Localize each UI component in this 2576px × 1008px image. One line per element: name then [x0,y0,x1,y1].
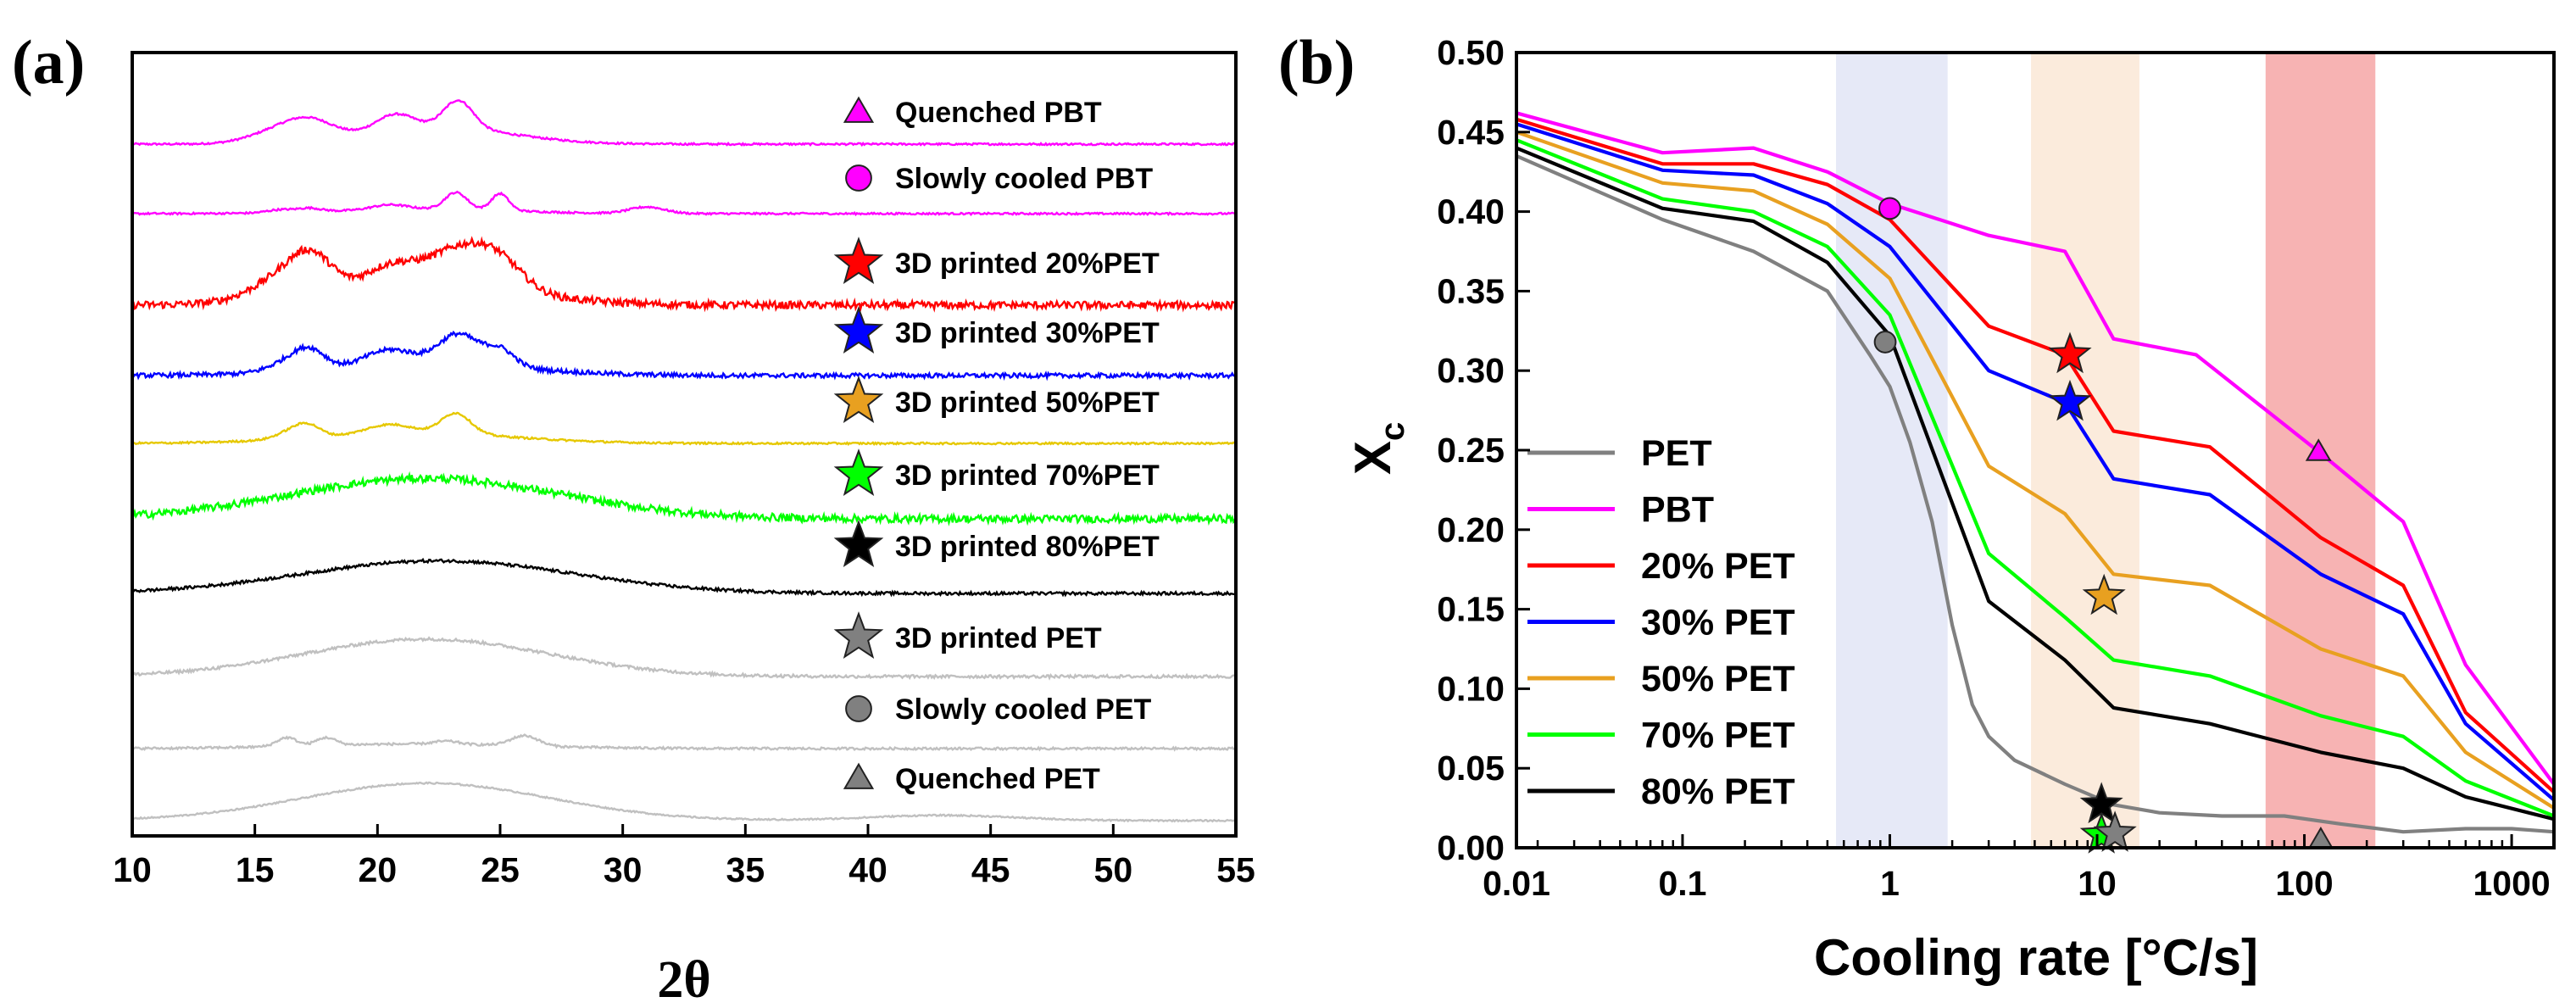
legend-b-label-pbt: PBT [1641,490,1714,531]
panel-b-x-tick-label: 0.1 [1658,864,1706,903]
legend-b-label-70-pet: 70% PET [1641,716,1795,756]
legend-a-marker-3d-printed-20-pet [833,237,884,285]
panel-a-x-axis-title: 2θ [657,951,710,1008]
panel-b-x-tick-label: 1 [1880,864,1900,903]
legend-a-label-3d-printed-30-pet: 3D printed 30%PET [895,317,1160,349]
panel-b-x-tick-label: 0.01 [1483,864,1550,903]
panel-a-x-tick-label: 25 [481,850,520,889]
legend-b-label-80-pet: 80% PET [1641,771,1795,812]
legend-a-label-3d-printed-70-pet: 3D printed 70%PET [895,459,1160,492]
panel-b-x-axis-title: Cooling rate [°C/s] [1814,929,2258,986]
panel-b-y-tick-label: 0.10 [1437,669,1505,708]
panel-a-x-tick-label: 30 [604,850,643,889]
legend-a-label-3d-printed-pet: 3D printed PET [895,622,1102,654]
panel-a: (a) Quenched PBT Slowly cooled PBT 3D prin… [12,28,1255,1008]
panel-a-x-tick-label: 45 [971,850,1010,889]
panel-b-y-axis-title-sub: c [1374,422,1411,441]
panel-b: (b) PET PBT 20% PET 30% PET 50% PET 70% PET 80… [1278,28,2556,986]
legend-b-label-30-pet: 30% PET [1641,603,1795,643]
point-marker-pbt-triangle [2305,438,2332,461]
panel-b-x-tick-label: 1000 [2473,864,2550,903]
legend-a-label-slowly-cooled-pbt: Slowly cooled PBT [895,163,1153,195]
panel-b-y-tick-label: 0.30 [1437,351,1505,390]
legend-b-label-50-pet: 50% PET [1641,659,1795,699]
legend-a-marker-3d-printed-pet [833,611,884,660]
trace-quenched-pbt [131,99,1237,148]
trace-slowly-cooled-pet [131,733,1237,752]
legend-a-label-3d-printed-50-pet: 3D printed 50%PET [895,387,1160,419]
trace-3d-printed-20-pet [131,236,1237,313]
legend-a-label-quenched-pet: Quenched PET [895,763,1100,795]
panel-b-y-tick-label: 0.45 [1437,113,1505,152]
panel-b-y-tick-label: 0.35 [1437,271,1505,310]
panel-b-y-tick-label: 0.15 [1437,590,1505,629]
legend-a-marker-slowly-cooled-pbt [845,164,872,192]
panel-a-x-tick-label: 15 [236,850,275,889]
panel-b-y-tick-label: 0.25 [1437,431,1505,470]
panel-b-y-tick-label: 0.00 [1437,828,1505,867]
panel-a-x-ticks: 10 15 20 25 30 35 40 45 50 55 [113,824,1255,889]
trace-quenched-pet [131,781,1237,823]
panel-a-traces [131,99,1238,823]
panel-a-x-tick-label: 35 [726,850,765,889]
panel-b-markers [1873,197,2334,854]
panel-b-y-tick-label: 0.05 [1437,749,1505,788]
panel-a-x-tick-label: 55 [1216,850,1255,889]
series-line-70-pet [1516,138,2555,818]
panel-b-x-tick-label: 100 [2275,864,2333,903]
panel-b-x-tick-label: 10 [2078,864,2117,903]
legend-b-label-20-pet: 20% PET [1641,546,1795,587]
series-line-80-pet [1516,146,2555,821]
legend-a-label-3d-printed-20-pet: 3D printed 20%PET [895,248,1160,280]
trace-3d-printed-80-pet [131,557,1237,598]
trace-3d-printed-pet [131,636,1237,681]
legend-a-marker-quenched-pet [843,762,875,789]
trace-3d-printed-30-pet [131,330,1237,381]
legend-a-marker-3d-printed-30-pet [833,306,884,354]
point-marker-20-pet-star [2048,331,2092,374]
trace-3d-printed-70-pet [131,471,1238,526]
panel-b-y-tick-label: 0.40 [1437,192,1505,231]
panel-a-x-tick-label: 50 [1094,850,1133,889]
point-marker-pet-star [2093,810,2137,852]
panel-a-x-tick-label: 10 [113,850,152,889]
legend-a-label-quenched-pbt: Quenched PBT [895,97,1102,129]
series-line-pbt [1516,111,2556,786]
legend-a-marker-slowly-cooled-pet [845,695,872,722]
panel-b-y-ticks: 0.00 0.05 0.10 0.15 0.20 0.25 0.30 0.35 0.40 0.45… [1437,33,1530,867]
panel-a-axes-frame [131,51,1238,838]
legend-a-label-slowly-cooled-pet: Slowly cooled PET [895,693,1152,726]
panel-b-y-axis-title-main: X [1344,441,1401,475]
panel-b-y-tick-label: 0.50 [1437,33,1505,72]
legend-a-marker-3d-printed-80-pet [833,520,884,568]
point-marker-pbt-circle [1878,197,1901,220]
legend-a-label-3d-printed-80-pet: 3D printed 80%PET [895,531,1160,563]
panel-a-x-tick-label: 20 [359,850,398,889]
point-marker-50-pet-star [2082,573,2126,615]
point-marker-30-pet-star [2048,379,2092,421]
panel-a-x-tick-label: 40 [848,850,887,889]
legend-a-marker-quenched-pbt [843,96,875,123]
panel-a-legend: Quenched PBT Slowly cooled PBT 3D printed … [833,96,1160,795]
trace-slowly-cooled-pbt [131,190,1237,217]
panel-b-legend: PET PBT 20% PET 30% PET 50% PET 70% PET 80% PE… [1527,433,1795,812]
band-2 [2031,53,2139,848]
panel-b-lines [1516,111,2556,834]
series-line-pet [1516,153,2555,834]
panel-b-bands [1835,53,2376,848]
trace-3d-printed-50-pet [131,411,1237,446]
panel-b-y-tick-label: 0.20 [1437,510,1505,549]
panel-b-label: (b) [1278,28,1355,97]
panel-a-label: (a) [12,28,85,97]
point-marker-pet-circle [1873,331,1897,354]
legend-a-marker-3d-printed-70-pet [833,448,884,497]
legend-b-label-pet: PET [1641,433,1712,474]
panel-b-x-ticks: 0.01 0.1 1 10 100 1000 [1483,834,2551,903]
series-line-50-pet [1516,130,2556,810]
legend-a-marker-3d-printed-50-pet [833,376,884,424]
panel-b-y-axis-title: Xc [1344,422,1411,475]
